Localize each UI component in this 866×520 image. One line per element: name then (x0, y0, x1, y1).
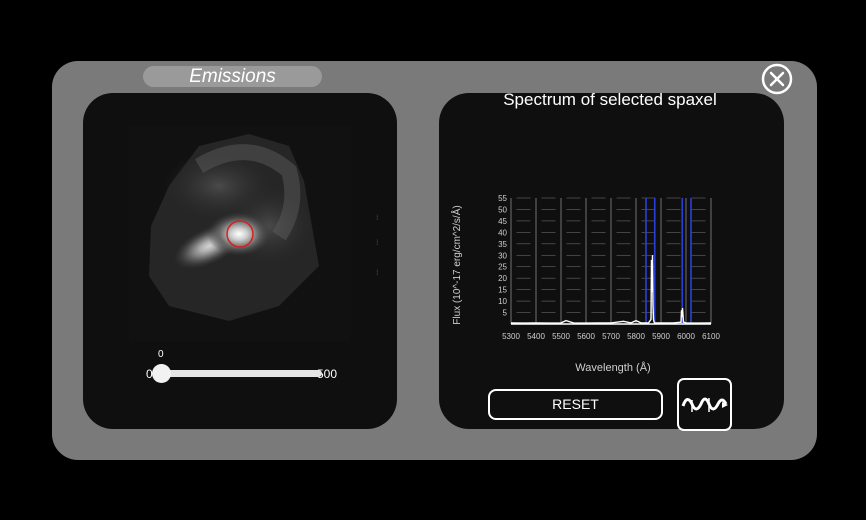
emission-map-image[interactable] (129, 126, 350, 341)
close-icon[interactable] (761, 63, 793, 95)
spectrum-chart: 5 10 15 20 25 30 35 40 45 50 55 5300 5400 5500 5600 570… (450, 194, 720, 374)
y-axis-label: Flux (10^-17 erg/cm^2/s/Å) (450, 205, 463, 324)
spectrum-card (439, 93, 784, 429)
x-tick-label: 6000 (677, 332, 695, 341)
svg-text:⁞: ⁞ (376, 238, 379, 247)
x-tick-label: 5500 (552, 332, 570, 341)
x-tick-label: 6100 (702, 332, 720, 341)
y-tick-label: 40 (498, 228, 507, 237)
slider-max-label: 500 (317, 367, 338, 381)
slider-track[interactable] (152, 370, 322, 377)
x-tick-label: 5700 (602, 332, 620, 341)
spectrum-wave-icon[interactable] (677, 378, 732, 431)
x-axis-label: Wavelength (Å) (575, 361, 650, 374)
svg-text:⁞: ⁞ (376, 213, 379, 222)
svg-text:⁞: ⁞ (376, 268, 379, 277)
x-tick-label: 5900 (652, 332, 670, 341)
slider-handle[interactable] (152, 364, 171, 383)
y-tick-label: 15 (498, 286, 507, 295)
spaxel-selector[interactable] (226, 220, 254, 248)
x-tick-label: 5800 (627, 332, 645, 341)
y-tick-label: 25 (498, 263, 507, 272)
y-tick-label: 50 (498, 205, 507, 214)
faint-decoration: ⁞ ⁞ ⁞ (376, 213, 379, 277)
slider-value-label: 0 (158, 349, 164, 360)
window-title: Emissions (143, 66, 322, 87)
reset-button[interactable]: RESET (488, 389, 663, 420)
y-tick-label: 5 (503, 309, 508, 318)
slider-min-label: 0 (146, 367, 153, 381)
y-tick-label: 45 (498, 217, 507, 226)
y-tick-label: 55 (498, 194, 507, 203)
y-tick-label: 10 (498, 297, 507, 306)
y-tick-label: 35 (498, 240, 507, 249)
x-tick-label: 5600 (577, 332, 595, 341)
y-tick-label: 30 (498, 251, 507, 260)
spectrum-line (510, 255, 712, 324)
x-tick-label: 5300 (502, 332, 520, 341)
x-tick-label: 5400 (527, 332, 545, 341)
spectrum-title: Spectrum of selected spaxel (503, 90, 717, 109)
y-tick-label: 20 (498, 274, 507, 283)
